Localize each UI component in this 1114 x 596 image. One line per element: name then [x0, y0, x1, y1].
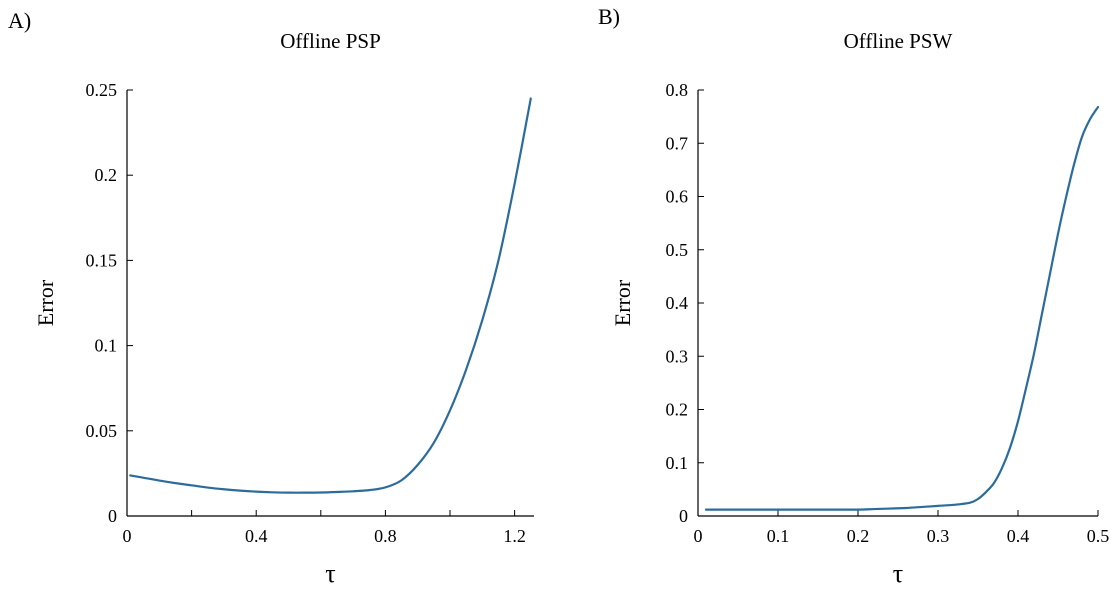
y-tick-label: 0.1 [95, 336, 118, 356]
series-line-0 [704, 105, 1100, 511]
y-tick-label: 0.6 [666, 187, 689, 207]
x-tick-label: 0.4 [1007, 526, 1030, 546]
y-tick-label: 0.5 [666, 240, 689, 260]
y-tick-label: 0.05 [86, 421, 118, 441]
y-tick-label: 0 [108, 506, 117, 526]
x-tick-label: 0.3 [927, 526, 950, 546]
y-tick-label: 0.15 [86, 250, 118, 270]
y-axis-label: Error [610, 279, 635, 326]
x-axis-label: τ [325, 559, 335, 588]
x-tick-label: 0.8 [374, 526, 397, 546]
y-tick-label: 0.25 [86, 80, 118, 100]
y-tick-label: 0 [679, 506, 688, 526]
x-tick-label: 0.2 [847, 526, 870, 546]
y-tick-label: 0.2 [666, 400, 689, 420]
series-line-0 [129, 97, 532, 494]
y-tick-label: 0.2 [95, 165, 118, 185]
x-tick-label: 0.4 [245, 526, 268, 546]
y-tick-label: 0.3 [666, 346, 689, 366]
y-tick-label: 0.4 [666, 293, 689, 313]
x-tick-label: 0.5 [1087, 526, 1110, 546]
y-tick-label: 0.1 [666, 453, 689, 473]
x-tick-label: 0 [694, 526, 703, 546]
y-tick-label: 0.7 [666, 133, 689, 153]
panel-b: B) Offline PSW 0 0.1 0.2 0.3 0.4 0.5 0.6 0.7 0.8 0 0… [598, 4, 1109, 588]
x-tick-label: 1.2 [503, 526, 526, 546]
chart-title: Offline PSW [844, 29, 953, 53]
x-tick-label: 0 [123, 526, 132, 546]
y-axis-label: Error [33, 279, 58, 326]
panel-a: A) Offline PSP 0 0.05 0.1 0.15 0.2 0.25 0 0.4 0.8 1… [8, 8, 534, 588]
panel-label: B) [598, 4, 620, 29]
y-tick-label: 0.8 [666, 80, 689, 100]
x-tick-label: 0.1 [767, 526, 790, 546]
x-axis-label: τ [893, 559, 903, 588]
chart-title: Offline PSP [280, 29, 381, 53]
panel-label: A) [8, 8, 31, 33]
